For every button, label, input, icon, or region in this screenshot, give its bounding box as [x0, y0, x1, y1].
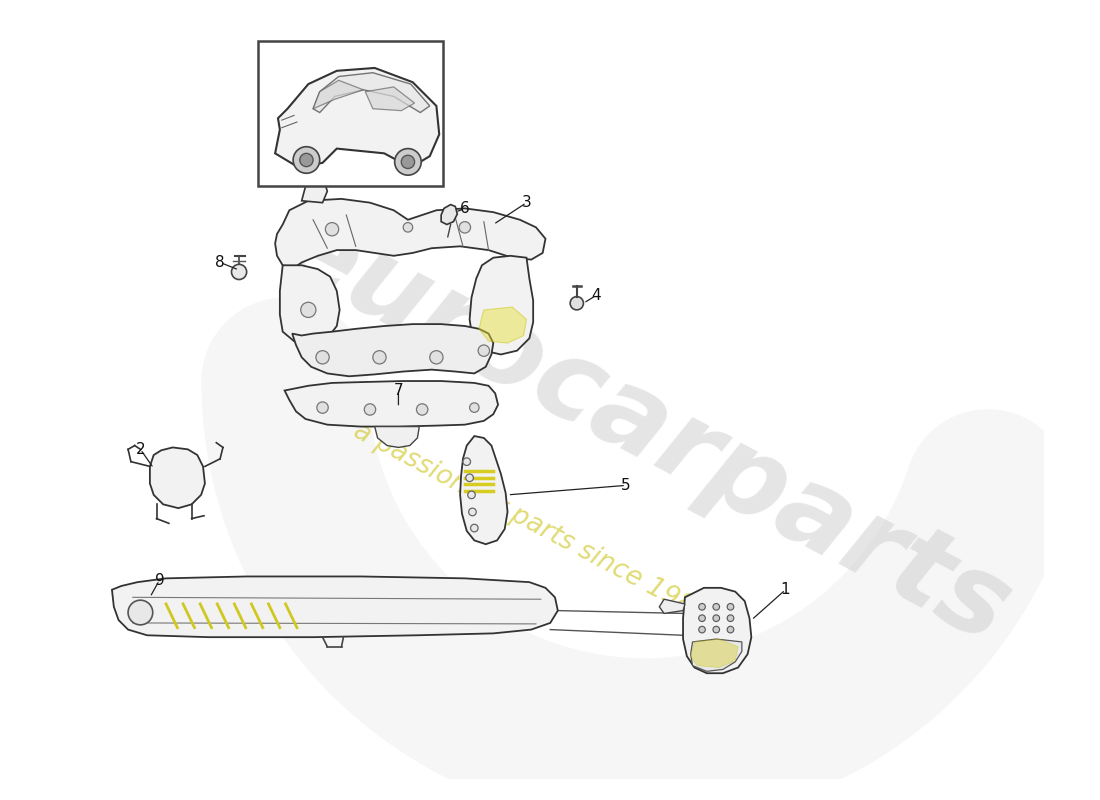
Circle shape — [727, 626, 734, 633]
Circle shape — [698, 603, 705, 610]
Circle shape — [300, 302, 316, 318]
Polygon shape — [691, 639, 738, 667]
Polygon shape — [279, 266, 340, 343]
Circle shape — [698, 615, 705, 622]
Text: eurocarparts: eurocarparts — [263, 191, 1027, 666]
Polygon shape — [275, 68, 439, 167]
Polygon shape — [691, 639, 741, 671]
Circle shape — [316, 350, 329, 364]
Polygon shape — [150, 447, 205, 508]
Circle shape — [395, 149, 421, 175]
Circle shape — [463, 458, 471, 466]
Circle shape — [459, 222, 471, 233]
Circle shape — [470, 403, 480, 412]
Text: 4: 4 — [591, 288, 601, 303]
Text: 1: 1 — [781, 582, 790, 598]
Circle shape — [713, 615, 719, 622]
Text: 2: 2 — [135, 442, 145, 457]
Polygon shape — [375, 426, 419, 447]
Polygon shape — [112, 577, 558, 637]
Text: 3: 3 — [521, 195, 531, 210]
Text: 9: 9 — [154, 573, 164, 588]
Text: 5: 5 — [621, 478, 631, 493]
Circle shape — [402, 155, 415, 169]
Polygon shape — [314, 73, 430, 113]
Circle shape — [727, 603, 734, 610]
Circle shape — [404, 222, 412, 232]
Circle shape — [713, 603, 719, 610]
Text: a passion for parts since 1985: a passion for parts since 1985 — [350, 418, 713, 628]
Polygon shape — [285, 381, 498, 426]
Circle shape — [231, 264, 246, 279]
Circle shape — [326, 222, 339, 236]
Bar — [258, 42, 443, 186]
Polygon shape — [275, 199, 546, 269]
Text: 7: 7 — [394, 383, 404, 398]
Circle shape — [469, 508, 476, 516]
Circle shape — [417, 404, 428, 415]
Polygon shape — [683, 588, 751, 674]
Polygon shape — [659, 599, 685, 614]
Polygon shape — [470, 256, 534, 354]
Polygon shape — [301, 180, 328, 202]
Polygon shape — [480, 307, 527, 343]
Circle shape — [727, 615, 734, 622]
Polygon shape — [293, 324, 493, 376]
Circle shape — [465, 474, 473, 482]
Circle shape — [468, 491, 475, 498]
Circle shape — [478, 345, 490, 356]
Circle shape — [713, 626, 719, 633]
Polygon shape — [365, 87, 415, 110]
Circle shape — [471, 524, 478, 532]
Circle shape — [300, 154, 313, 166]
Polygon shape — [460, 436, 507, 544]
Text: 6: 6 — [460, 201, 470, 216]
Circle shape — [364, 404, 376, 415]
Circle shape — [128, 600, 153, 625]
Circle shape — [293, 146, 320, 174]
Circle shape — [317, 402, 328, 414]
Polygon shape — [441, 205, 458, 225]
Circle shape — [698, 626, 705, 633]
Text: 8: 8 — [216, 255, 224, 270]
Circle shape — [373, 350, 386, 364]
Circle shape — [430, 350, 443, 364]
Circle shape — [570, 297, 583, 310]
Polygon shape — [314, 80, 363, 109]
